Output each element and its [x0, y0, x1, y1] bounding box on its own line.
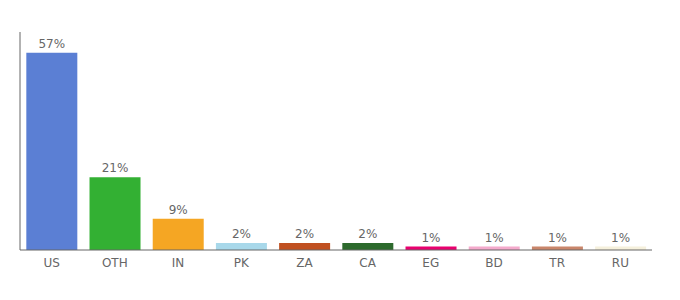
- svg-text:2%: 2%: [232, 227, 251, 241]
- svg-text:1%: 1%: [421, 231, 440, 245]
- svg-text:OTH: OTH: [102, 256, 128, 270]
- svg-text:BD: BD: [485, 256, 502, 270]
- svg-text:IN: IN: [172, 256, 185, 270]
- svg-text:PK: PK: [234, 256, 250, 270]
- svg-text:ZA: ZA: [296, 256, 313, 270]
- svg-text:1%: 1%: [548, 231, 567, 245]
- svg-text:TR: TR: [548, 256, 565, 270]
- svg-text:EG: EG: [422, 256, 439, 270]
- svg-text:9%: 9%: [169, 203, 188, 217]
- svg-text:2%: 2%: [295, 227, 314, 241]
- svg-text:RU: RU: [612, 256, 629, 270]
- svg-text:21%: 21%: [102, 161, 129, 175]
- svg-text:CA: CA: [359, 256, 376, 270]
- svg-text:57%: 57%: [38, 37, 65, 51]
- svg-text:US: US: [43, 256, 59, 270]
- svg-text:1%: 1%: [485, 231, 504, 245]
- svg-text:1%: 1%: [611, 231, 630, 245]
- svg-text:2%: 2%: [358, 227, 377, 241]
